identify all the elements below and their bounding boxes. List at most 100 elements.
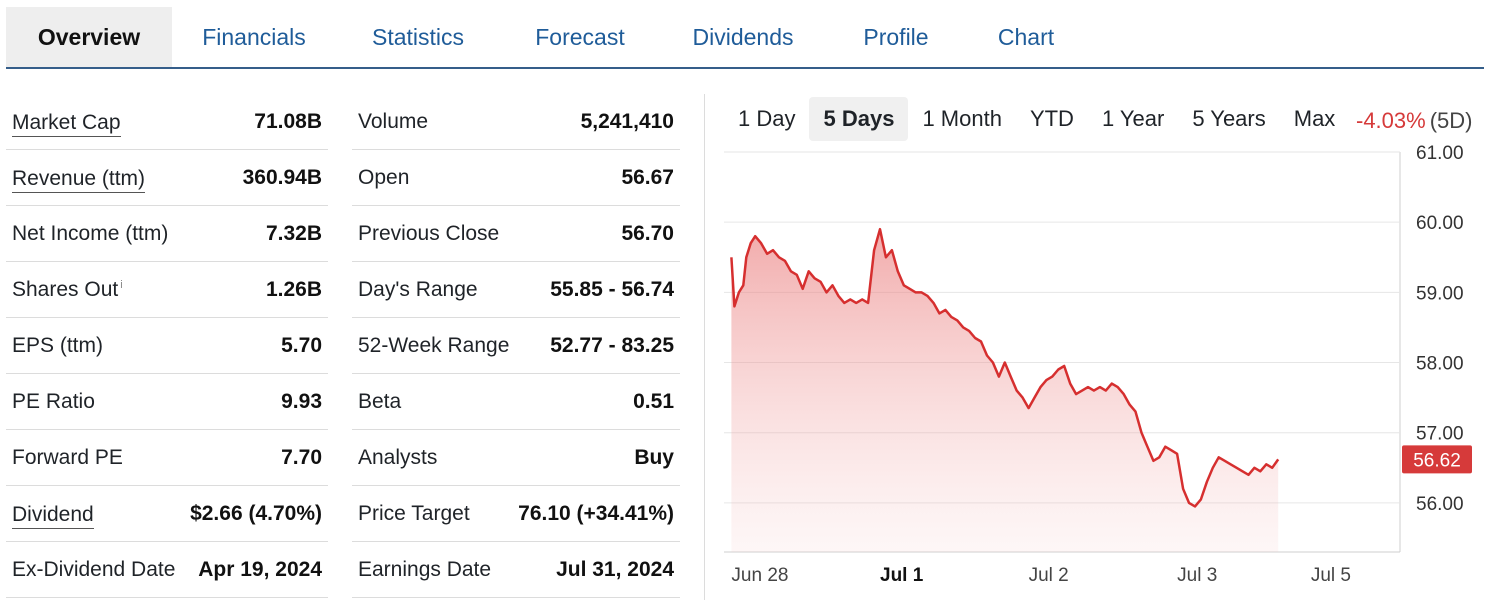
tab-profile[interactable]: Profile [863,23,929,50]
stat-value: 76.10 (+34.41%) [518,501,674,525]
tab-chart[interactable]: Chart [997,23,1055,50]
stat-value: Buy [634,445,674,469]
stat-row: PE Ratio 9.93 [6,374,328,430]
stat-row: Forward PE 7.70 [6,430,328,486]
tab-bar: Overview Financials Statistics Forecast Divi… [6,7,1484,69]
stat-value: 5,241,410 [580,109,674,133]
y-tick-label: 58.00 [1416,354,1464,375]
stat-value: 55.85 - 56.74 [550,277,674,301]
stat-label: Volume [358,110,428,134]
range-1-day[interactable]: 1 Day [738,106,796,131]
stat-label: Analysts [358,446,437,470]
range-selector: 1 Day 5 Days 1 Month YTD 1 Year 5 Years Max [724,97,1349,141]
stat-label: Previous Close [358,222,499,246]
stat-row: Open 56.67 [352,150,680,206]
stat-label-text: Previous Close [358,221,500,245]
stats-table-right: Volume 5,241,410 Open 56.67 Previous Close 56… [352,94,680,598]
stats-table-left: Market Cap 71.08B Revenue (ttm) 360.94B Net … [6,94,328,598]
tab-statistics[interactable]: Statistics [371,23,465,50]
stat-label: Ex-Dividend Date [12,558,175,582]
stat-label: EPS (ttm) [12,334,103,358]
stat-label: Price Target [358,502,470,526]
stat-label-text: Earnings Date [358,557,492,581]
stat-row: Day's Range 55.85 - 56.74 [352,262,680,318]
stat-row: Ex-Dividend Date Apr 19, 2024 [6,542,328,598]
stat-value: Apr 19, 2024 [198,557,322,581]
range-5-years[interactable]: 5 Years [1192,106,1266,131]
stat-value: 56.70 [621,221,674,245]
stat-label-text: Open [358,165,410,189]
stat-row: EPS (ttm) 5.70 [6,318,328,374]
stat-label[interactable]: Revenue (ttm) [12,166,146,193]
x-tick-label: Jun 28 [731,565,788,586]
stat-row: Analysts Buy [352,430,680,486]
price-change: -4.03% (5D) [1356,108,1473,134]
y-tick-label: 56.00 [1416,494,1464,515]
stat-row: Net Income (ttm) 7.32B [6,206,328,262]
range-ytd[interactable]: YTD [1029,106,1074,131]
stat-label-text: Beta [358,389,402,413]
stat-label-text: Price Target [358,501,470,525]
stat-label-text: Net Income (ttm) [12,221,169,245]
y-tick-label: 61.00 [1416,143,1464,164]
price-area [731,229,1279,552]
stat-row: Volume 5,241,410 [352,94,680,150]
x-tick-label: Jul 3 [1177,565,1217,586]
stat-label[interactable]: Dividend [12,503,94,529]
stat-label-text: Ex-Dividend Date [12,557,176,581]
range-max[interactable]: Max [1293,106,1336,131]
stat-value: 5.70 [281,333,322,357]
stat-row: Price Target 76.10 (+34.41%) [352,486,680,542]
stat-label: Forward PE [12,446,123,470]
stat-label: 52-Week Range [358,334,509,358]
range-5-days[interactable]: 5 Days [809,97,909,141]
range-1-month[interactable]: 1 Month [922,106,1002,131]
stat-label: Net Income (ttm) [12,222,168,246]
stat-label: Earnings Date [358,558,491,582]
stat-value: Jul 31, 2024 [556,557,674,581]
tab-dividends[interactable]: Dividends [692,23,794,50]
stat-row: Dividend $2.66 (4.70%) [6,486,328,542]
stat-label[interactable]: Market Cap [12,111,121,137]
range-1-year[interactable]: 1 Year [1101,106,1165,131]
info-icon[interactable]: i [120,278,123,291]
stat-row: Revenue (ttm) 360.94B [6,150,328,206]
stat-label: Beta [358,390,401,414]
stat-label-text: Dividend [12,502,94,526]
stat-label-text: PE Ratio [12,389,95,413]
change-period: (5D) [1429,108,1473,133]
stat-row: Shares Out i 1.26B [6,262,328,318]
stat-value: 9.93 [281,389,322,413]
stat-row: 52-Week Range 52.77 - 83.25 [352,318,680,374]
stat-row: Market Cap 71.08B [6,94,328,150]
stat-label-text: Analysts [358,445,438,469]
stat-row: Previous Close 56.70 [352,206,680,262]
stat-value: 56.67 [621,165,674,189]
stat-value: 0.51 [633,389,674,413]
x-tick-label: Jul 5 [1311,565,1351,586]
tab-overview[interactable]: Overview [6,7,172,67]
stat-label: Open [358,166,409,190]
stat-label-text: Market Cap [12,110,121,134]
stat-label-text: 52-Week Range [358,333,510,357]
stat-value: 52.77 - 83.25 [550,333,674,357]
stat-row: Earnings Date Jul 31, 2024 [352,542,680,598]
y-tick-label: 60.00 [1416,213,1464,234]
stat-value: 71.08B [254,109,322,133]
stat-value: $2.66 (4.70%) [190,501,322,525]
tab-forecast[interactable]: Forecast [535,23,625,50]
stat-label: Shares Out i [12,278,123,302]
stat-value: 7.70 [281,445,322,469]
change-percent: -4.03% [1356,108,1426,133]
x-tick-label: Jul 1 [880,565,924,586]
tab-financials[interactable]: Financials [202,23,306,50]
stat-label: PE Ratio [12,390,95,414]
stat-value: 7.32B [265,221,322,245]
stat-value: 360.94B [242,165,322,189]
price-line [730,227,1280,508]
stat-label-text: Volume [358,109,429,133]
stat-label: Day's Range [358,278,478,302]
stat-label-text: EPS (ttm) [12,333,104,357]
stat-label-text: Revenue (ttm) [12,166,146,190]
